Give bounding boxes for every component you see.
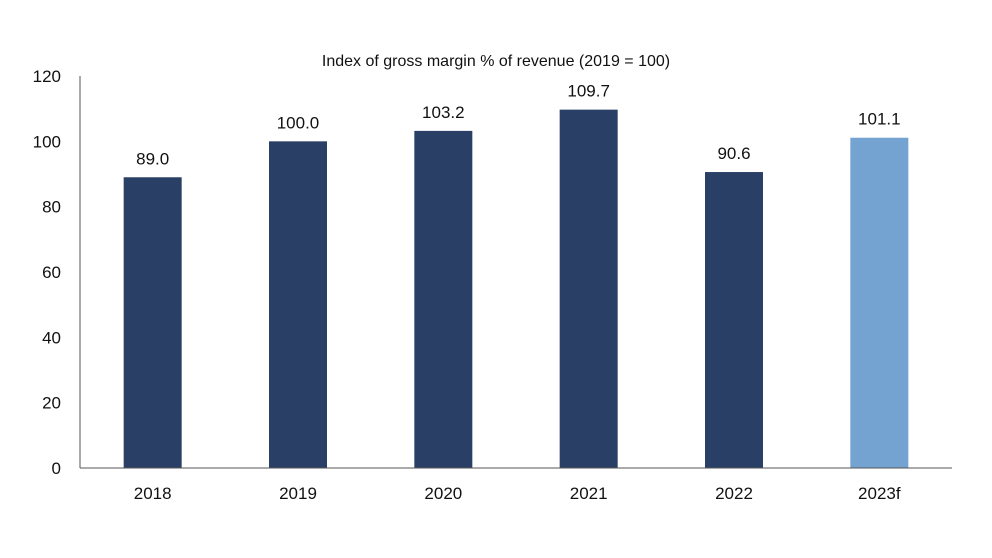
value-label-2020: 103.2 xyxy=(422,103,465,122)
y-tick-label: 40 xyxy=(42,328,61,347)
value-label-2018: 89.0 xyxy=(136,149,169,168)
x-tick-label-2021: 2021 xyxy=(570,484,608,503)
chart-title: Index of gross margin % of revenue (2019… xyxy=(322,53,670,70)
x-tick-label-2023f: 2023f xyxy=(858,484,901,503)
bar-2020 xyxy=(414,130,473,468)
x-axis: 2018 2019 2020 2021 2022 2023f xyxy=(80,467,952,503)
x-tick-label-2022: 2022 xyxy=(715,484,753,503)
value-label-2022: 90.6 xyxy=(717,144,750,163)
x-tick-label-2020: 2020 xyxy=(424,484,462,503)
bar-2023f xyxy=(850,137,909,469)
bar-2022 xyxy=(705,172,763,469)
value-labels-group: 89.0 100.0 103.2 109.7 90.6 101.1 xyxy=(136,82,900,169)
y-axis: 0 20 40 60 80 100 120 xyxy=(33,67,81,478)
value-label-2019: 100.0 xyxy=(277,113,320,132)
value-label-2021: 109.7 xyxy=(567,82,610,101)
y-tick-label: 60 xyxy=(42,263,61,282)
value-label-2023f: 101.1 xyxy=(858,110,901,129)
x-tick-label-2019: 2019 xyxy=(279,484,317,503)
y-tick-label: 120 xyxy=(33,67,61,86)
bar-2018 xyxy=(123,177,182,468)
bars-group xyxy=(123,109,909,469)
x-tick-label-2018: 2018 xyxy=(134,484,172,503)
y-tick-label: 0 xyxy=(52,459,61,478)
y-tick-label: 100 xyxy=(33,132,61,151)
y-tick-label: 80 xyxy=(42,198,61,217)
y-tick-label: 20 xyxy=(42,394,61,413)
bar-2019 xyxy=(269,141,327,469)
bar-2021 xyxy=(559,109,618,468)
